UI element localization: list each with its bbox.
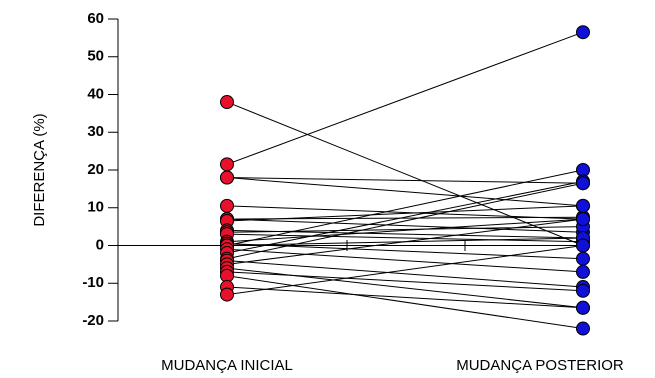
y-tick-label: 0 <box>96 236 104 253</box>
point-posterior <box>576 25 590 40</box>
pair-line <box>226 205 584 220</box>
pair-line <box>226 275 584 330</box>
point-posterior <box>576 176 590 191</box>
point-posterior <box>576 283 590 298</box>
y-tick-label: 40 <box>87 85 104 102</box>
pair-line <box>226 177 584 207</box>
pair-line <box>226 245 584 296</box>
pair-line <box>226 218 584 265</box>
pair-line <box>226 31 584 165</box>
y-tick-label: 10 <box>87 199 104 216</box>
pair-line <box>226 233 584 243</box>
point-posterior <box>576 212 590 227</box>
point-inicial <box>220 170 234 185</box>
point-inicial <box>220 95 234 110</box>
pair-line <box>226 180 584 254</box>
y-tick-label: -10 <box>82 274 104 291</box>
pair-line <box>226 286 584 309</box>
pair-line <box>226 205 584 222</box>
y-tick-label: 30 <box>87 123 104 140</box>
y-axis: -20 -10 0 10 20 30 40 50 60 <box>82 10 119 329</box>
y-tick-label: -20 <box>82 312 104 329</box>
category-label-posterior: MUDANÇA POSTERIOR <box>456 357 624 374</box>
point-posterior <box>576 198 590 213</box>
pair-line <box>226 218 584 233</box>
points <box>220 25 590 336</box>
point-posterior <box>576 264 590 279</box>
point-posterior <box>576 300 590 315</box>
pair-line <box>226 182 584 260</box>
y-tick-label: 50 <box>87 48 104 65</box>
pair-line <box>226 226 584 233</box>
pair-line <box>226 177 584 184</box>
pair-line <box>226 101 584 246</box>
pair-lines <box>226 31 584 330</box>
y-tick-label: 60 <box>87 10 104 27</box>
point-posterior <box>576 251 590 266</box>
category-label-inicial: MUDANÇA INICIAL <box>161 357 293 374</box>
point-posterior <box>576 321 590 336</box>
pair-line <box>226 169 584 246</box>
pair-line <box>226 248 584 273</box>
point-inicial <box>220 157 234 172</box>
point-inicial <box>220 287 234 302</box>
pair-line <box>226 260 584 288</box>
y-ticks: -20 -10 0 10 20 30 40 50 60 <box>82 10 118 329</box>
y-axis-title: DIFERENÇA (%) <box>31 113 48 226</box>
point-inicial <box>220 198 234 213</box>
y-tick-label: 20 <box>87 161 104 178</box>
pair-line <box>226 218 584 243</box>
point-posterior <box>576 238 590 253</box>
pair-line <box>226 271 584 292</box>
